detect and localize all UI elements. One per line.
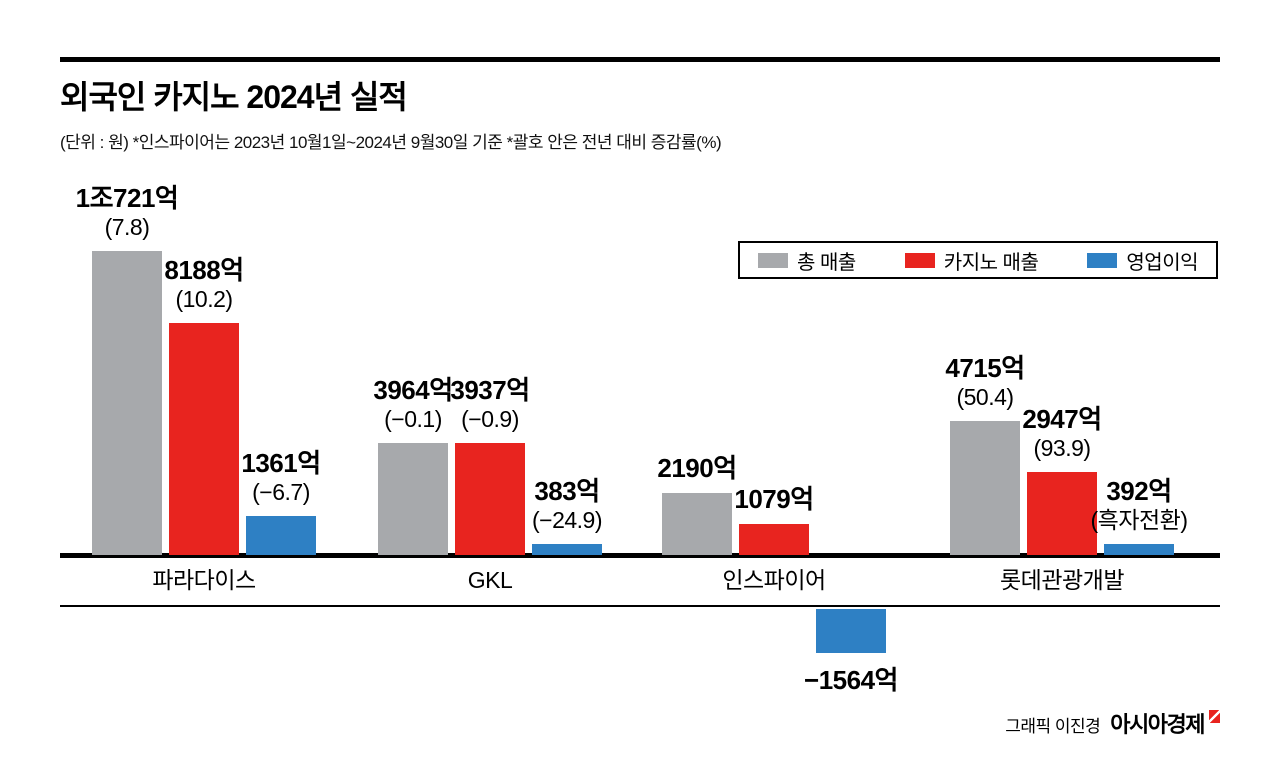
value-amount: 4715억 xyxy=(945,353,1025,383)
value-change-pct: (93.9) xyxy=(1033,435,1091,461)
value-amount: 3964억 xyxy=(373,375,453,405)
value-label-lotte-casino-revenue: 2947억 (93.9) xyxy=(1022,404,1102,462)
value-amount: 383억 xyxy=(534,476,600,506)
value-amount: 1361억 xyxy=(241,448,321,478)
bar-inspire-casino-revenue xyxy=(739,524,809,555)
asiae-logo-icon xyxy=(1209,710,1220,723)
bar-gkl-casino-revenue xyxy=(455,443,525,555)
bar-gkl-operating-profit xyxy=(532,544,602,555)
value-label-inspire-total-revenue: 2190억 xyxy=(657,453,737,483)
page-title: 외국인 카지노 2024년 실적 xyxy=(60,79,408,115)
value-label-lotte-operating-profit: 392억 (흑자전환) xyxy=(1091,476,1188,534)
value-change-pct: (7.8) xyxy=(104,214,150,240)
value-label-paradise-operating-profit: 1361억 (−6.7) xyxy=(241,448,321,506)
x-axis-line xyxy=(60,553,1220,558)
top-rule xyxy=(60,57,1220,62)
bar-lotte-operating-profit xyxy=(1104,544,1174,555)
value-label-paradise-casino-revenue: 8188억 (10.2) xyxy=(164,255,244,313)
value-amount: 1조721억 xyxy=(75,183,179,213)
legend-item-total-revenue: 총 매출 xyxy=(758,246,856,275)
category-label-gkl: GKL xyxy=(467,567,513,593)
value-label-inspire-operating-profit: −1564억 xyxy=(804,665,898,695)
value-label-paradise-total-revenue: 1조721억 (7.8) xyxy=(76,183,179,241)
value-change-pct: (50.4) xyxy=(956,384,1014,410)
legend: 총 매출 카지노 매출 영업이익 xyxy=(738,241,1218,279)
bar-lotte-casino-revenue xyxy=(1027,472,1097,555)
bar-inspire-total-revenue xyxy=(662,493,732,555)
value-amount: 2190억 xyxy=(657,453,737,483)
value-change-pct: (−6.7) xyxy=(252,479,310,505)
value-change-pct: (흑자전환) xyxy=(1090,507,1188,533)
category-label-paradise: 파라다이스 xyxy=(152,567,256,593)
value-label-gkl-total-revenue: 3964억 (−0.1) xyxy=(373,375,453,433)
value-change-pct: (−24.9) xyxy=(531,507,603,533)
legend-item-operating-profit: 영업이익 xyxy=(1087,246,1198,275)
graphic-credit-text: 그래픽 이진경 xyxy=(1005,717,1101,736)
value-amount: 392억 xyxy=(1106,476,1172,506)
value-amount: 8188억 xyxy=(164,255,244,285)
legend-label: 카지노 매출 xyxy=(943,251,1039,274)
value-amount: 3937억 xyxy=(450,375,530,405)
bar-paradise-operating-profit xyxy=(246,516,316,555)
value-amount: 1079억 xyxy=(734,484,814,514)
legend-item-casino-revenue: 카지노 매출 xyxy=(904,246,1039,275)
value-change-pct: (−0.1) xyxy=(384,406,442,432)
legend-label: 총 매출 xyxy=(797,251,856,274)
legend-swatch-casino-revenue xyxy=(904,252,935,268)
value-label-gkl-casino-revenue: 3937억 (−0.9) xyxy=(450,375,530,433)
category-divider-line xyxy=(60,605,1220,607)
bar-inspire-operating-profit xyxy=(816,609,886,653)
bar-paradise-casino-revenue xyxy=(169,323,239,555)
value-change-pct: (10.2) xyxy=(175,286,233,312)
legend-label: 영업이익 xyxy=(1126,251,1198,274)
bar-gkl-total-revenue xyxy=(378,443,448,555)
legend-swatch-operating-profit xyxy=(1087,252,1118,268)
brand-logo-text: 아시아경제 xyxy=(1110,712,1205,737)
value-label-inspire-casino-revenue: 1079억 xyxy=(734,484,814,514)
value-amount: 2947억 xyxy=(1022,404,1102,434)
bar-lotte-total-revenue xyxy=(950,421,1020,555)
value-change-pct: (−0.9) xyxy=(461,406,519,432)
category-label-inspire: 인스파이어 xyxy=(722,567,826,593)
value-label-gkl-operating-profit: 383억 (−24.9) xyxy=(531,476,603,534)
value-amount: −1564억 xyxy=(804,665,898,695)
category-label-lotte: 롯데관광개발 xyxy=(1000,567,1124,593)
legend-swatch-total-revenue xyxy=(758,252,788,268)
footer-credit: 그래픽 이진경 아시아경제 xyxy=(1005,707,1220,739)
bar-paradise-total-revenue xyxy=(92,251,162,555)
value-label-lotte-total-revenue: 4715억 (50.4) xyxy=(945,353,1025,411)
chart-subtitle-note: (단위 : 원) *인스파이어는 2023년 10월1일~2024년 9월30일… xyxy=(60,133,722,152)
